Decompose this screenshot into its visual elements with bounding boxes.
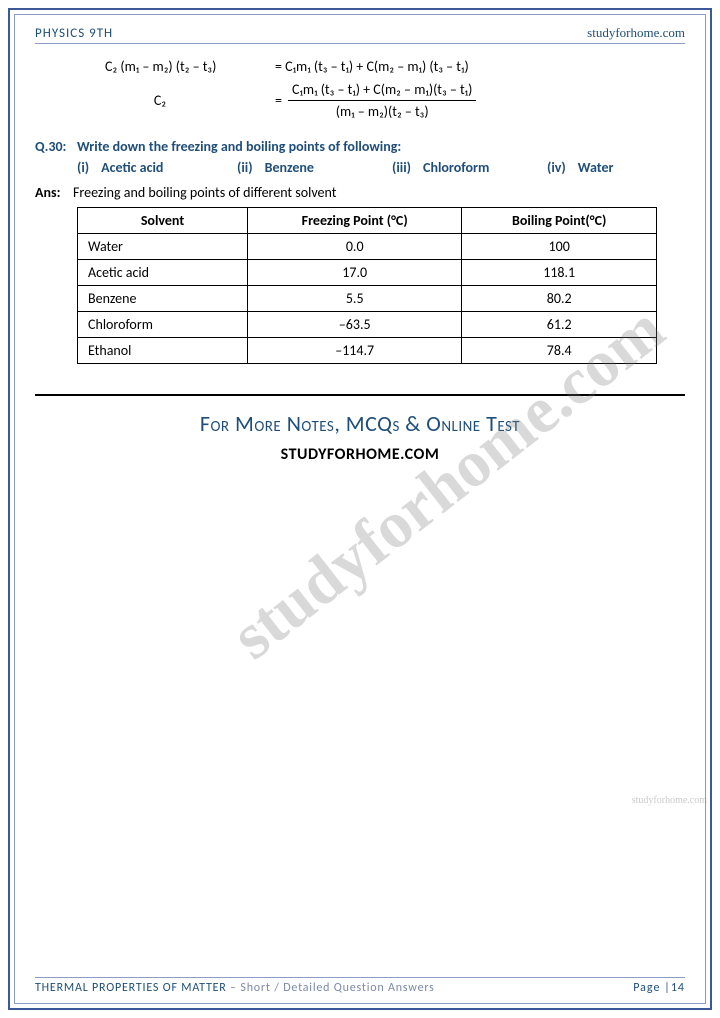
- table-row: Chloroform–63.561.2: [78, 312, 657, 338]
- option-ii: (ii)Benzene: [237, 159, 392, 176]
- col-boiling: Boiling Point(°C): [462, 208, 657, 234]
- page-header: PHYSICS 9TH studyforhome.com: [35, 25, 685, 44]
- eq2-fraction: C₁m₁ (t₃ – t₁) + C(m₂ – m₁)(t₃ – t₁) (m₁…: [288, 81, 476, 120]
- section-divider: [35, 394, 685, 396]
- eq2-denominator: (m₁ – m₂)(t₂ – t₃): [336, 101, 429, 120]
- answer-text: Freezing and boiling points of different…: [73, 184, 336, 201]
- question-number: Q.30:: [35, 138, 77, 155]
- table-row: Water0.0100: [78, 234, 657, 260]
- option-iii: (iii)Chloroform: [392, 159, 547, 176]
- page-inner: PHYSICS 9TH studyforhome.com C₂ (m₁ – m₂…: [14, 14, 706, 1004]
- eq2-numerator: C₁m₁ (t₃ – t₁) + C(m₂ – m₁)(t₃ – t₁): [288, 81, 476, 101]
- promo-site: STUDYFORHOME.COM: [35, 445, 685, 464]
- col-freezing: Freezing Point (°C): [248, 208, 462, 234]
- eq1-rhs: = C₁m₁ (t₃ – t₁) + C(m₂ – m₁) (t₃ – t₁): [275, 58, 469, 75]
- eq2-lhs: C₂: [105, 92, 275, 109]
- header-site: studyforhome.com: [587, 25, 685, 41]
- side-watermark: studyforhome.com: [632, 795, 707, 806]
- answer-label: Ans:: [35, 184, 73, 201]
- question-text: Write down the freezing and boiling poin…: [77, 138, 401, 155]
- equation-block: C₂ (m₁ – m₂) (t₂ – t₃) = C₁m₁ (t₃ – t₁) …: [105, 58, 685, 120]
- equation-row-2: C₂ = C₁m₁ (t₃ – t₁) + C(m₂ – m₁)(t₃ – t₁…: [105, 81, 685, 120]
- table-header-row: Solvent Freezing Point (°C) Boiling Poin…: [78, 208, 657, 234]
- footer-page: Page |14: [633, 981, 685, 995]
- eq1-lhs: C₂ (m₁ – m₂) (t₂ – t₃): [105, 58, 275, 75]
- question-30: Q.30:Write down the freezing and boiling…: [35, 138, 685, 155]
- page-border: PHYSICS 9TH studyforhome.com C₂ (m₁ – m₂…: [8, 8, 712, 1010]
- answer-line: Ans:Freezing and boiling points of diffe…: [35, 184, 685, 201]
- option-i: (i)Acetic acid: [77, 159, 237, 176]
- solvent-table: Solvent Freezing Point (°C) Boiling Poin…: [77, 207, 657, 364]
- table-row: Acetic acid17.0118.1: [78, 260, 657, 286]
- promo-heading: For More Notes, MCQs & Online Test: [35, 410, 685, 437]
- footer-chapter: THERMAL PROPERTIES OF MATTER – Short / D…: [35, 981, 435, 995]
- option-iv: (iv)Water: [547, 159, 613, 176]
- question-options: (i)Acetic acid (ii)Benzene (iii)Chlorofo…: [77, 159, 685, 176]
- equation-row-1: C₂ (m₁ – m₂) (t₂ – t₃) = C₁m₁ (t₃ – t₁) …: [105, 58, 685, 75]
- table-row: Ethanol–114.778.4: [78, 338, 657, 364]
- header-subject: PHYSICS 9TH: [35, 26, 113, 41]
- table-row: Benzene5.580.2: [78, 286, 657, 312]
- page-footer: THERMAL PROPERTIES OF MATTER – Short / D…: [35, 977, 685, 995]
- eq2-equals: =: [275, 92, 282, 109]
- col-solvent: Solvent: [78, 208, 248, 234]
